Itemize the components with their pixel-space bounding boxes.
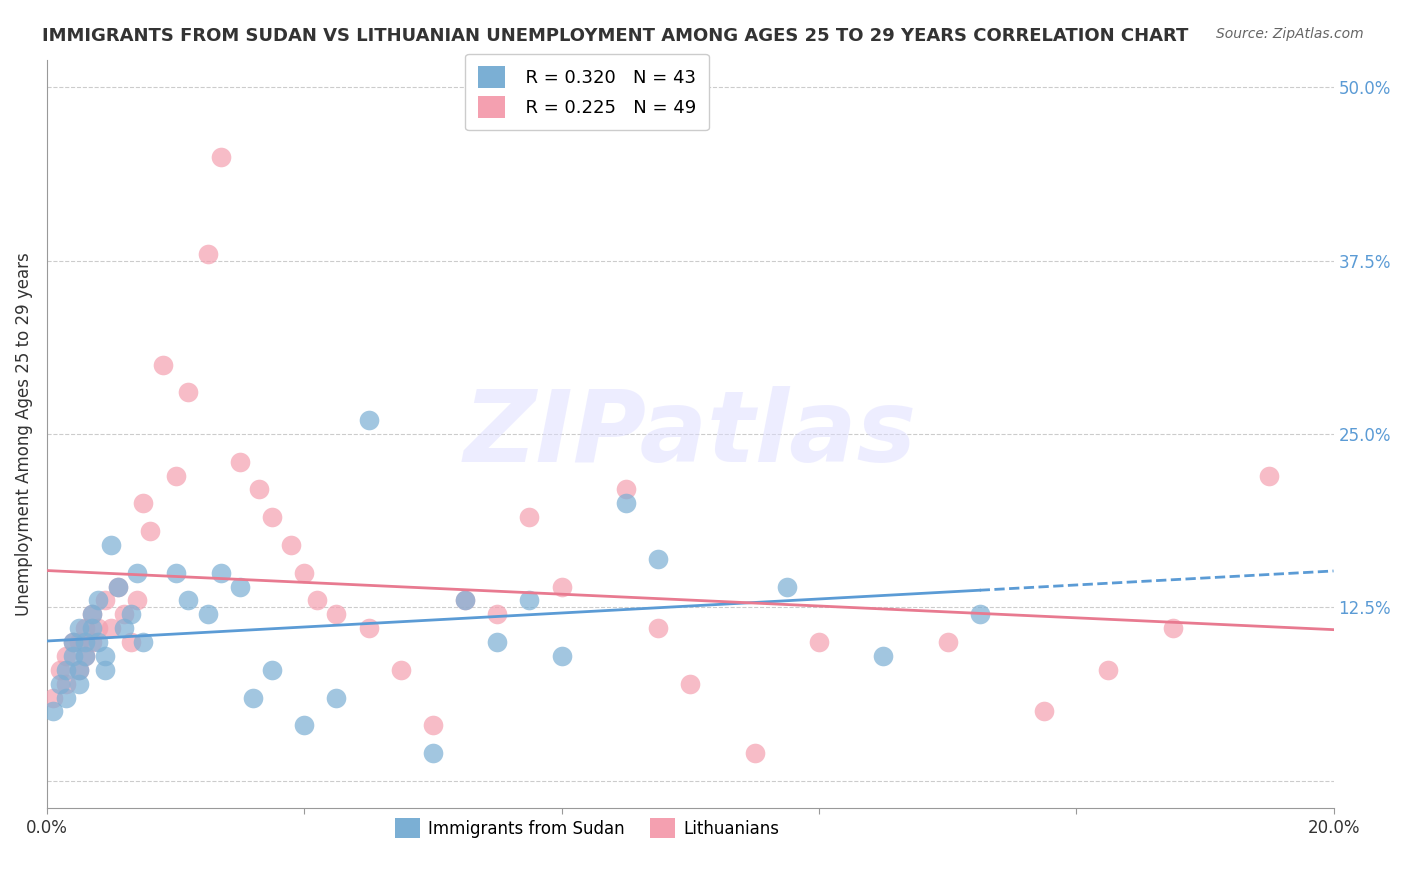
Point (80, 607, 103, 622)
Point (422, 718, 444, 732)
Point (112, 621, 135, 635)
Point (87, 621, 110, 635)
Point (307, 593, 329, 607)
Point (454, 593, 477, 607)
Point (62, 635, 84, 649)
Point (67, 621, 90, 635)
Point (94, 648, 117, 663)
Point (67, 663, 90, 677)
Point (679, 676, 702, 690)
Point (165, 566, 187, 580)
Point (325, 607, 347, 622)
Point (486, 607, 509, 622)
Text: Source: ZipAtlas.com: Source: ZipAtlas.com (1216, 27, 1364, 41)
Point (486, 635, 509, 649)
Point (242, 690, 264, 705)
Point (49, 663, 72, 677)
Point (125, 566, 148, 580)
Point (229, 580, 252, 594)
Point (62, 648, 84, 663)
Point (550, 648, 572, 663)
Point (55, 676, 77, 690)
Point (55, 663, 77, 677)
Point (80, 621, 103, 635)
Point (67, 635, 90, 649)
Point (614, 483, 637, 497)
Point (744, 746, 766, 760)
Point (62, 635, 84, 649)
Point (969, 607, 991, 622)
Point (389, 663, 412, 677)
Point (776, 580, 799, 594)
Point (550, 580, 572, 594)
Point (872, 648, 894, 663)
Point (357, 413, 380, 427)
Point (152, 358, 174, 372)
Point (87, 635, 110, 649)
Text: IMMIGRANTS FROM SUDAN VS LITHUANIAN UNEMPLOYMENT AMONG AGES 25 TO 29 YEARS CORRE: IMMIGRANTS FROM SUDAN VS LITHUANIAN UNEM… (42, 27, 1188, 45)
Point (519, 510, 541, 524)
Point (936, 635, 959, 649)
Point (100, 621, 122, 635)
Point (139, 524, 162, 538)
Point (1258, 468, 1281, 483)
Point (42, 705, 65, 719)
Text: ZIPatlas: ZIPatlas (464, 385, 917, 483)
Point (87, 593, 110, 607)
Point (80, 635, 103, 649)
Point (807, 635, 830, 649)
Point (197, 607, 219, 622)
Point (280, 538, 302, 552)
Point (647, 621, 669, 635)
Point (422, 746, 444, 760)
Point (454, 593, 477, 607)
Point (614, 496, 637, 510)
Point (177, 593, 200, 607)
Y-axis label: Unemployment Among Ages 25 to 29 years: Unemployment Among Ages 25 to 29 years (15, 252, 32, 615)
Point (107, 580, 129, 594)
Point (132, 496, 155, 510)
Point (49, 676, 72, 690)
Point (260, 510, 283, 524)
Point (80, 607, 103, 622)
Point (165, 468, 187, 483)
Point (1097, 663, 1119, 677)
Point (292, 718, 315, 732)
Point (209, 150, 232, 164)
Point (75, 635, 97, 649)
Point (647, 551, 669, 566)
Point (132, 635, 155, 649)
Point (1033, 705, 1056, 719)
Point (75, 621, 97, 635)
Point (247, 483, 270, 497)
Point (94, 663, 117, 677)
Point (177, 385, 200, 400)
Legend: Immigrants from Sudan, Lithuanians: Immigrants from Sudan, Lithuanians (388, 812, 786, 845)
Point (55, 690, 77, 705)
Point (357, 621, 380, 635)
Point (325, 690, 347, 705)
Point (67, 663, 90, 677)
Point (209, 566, 232, 580)
Point (229, 455, 252, 469)
Point (197, 246, 219, 260)
Point (42, 690, 65, 705)
Point (112, 607, 135, 622)
Point (107, 580, 129, 594)
Point (55, 648, 77, 663)
Point (292, 566, 315, 580)
Point (1161, 621, 1184, 635)
Point (100, 538, 122, 552)
Point (94, 593, 117, 607)
Point (75, 648, 97, 663)
Point (260, 663, 283, 677)
Point (120, 635, 142, 649)
Point (519, 593, 541, 607)
Point (75, 648, 97, 663)
Point (120, 607, 142, 622)
Point (125, 593, 148, 607)
Point (67, 676, 90, 690)
